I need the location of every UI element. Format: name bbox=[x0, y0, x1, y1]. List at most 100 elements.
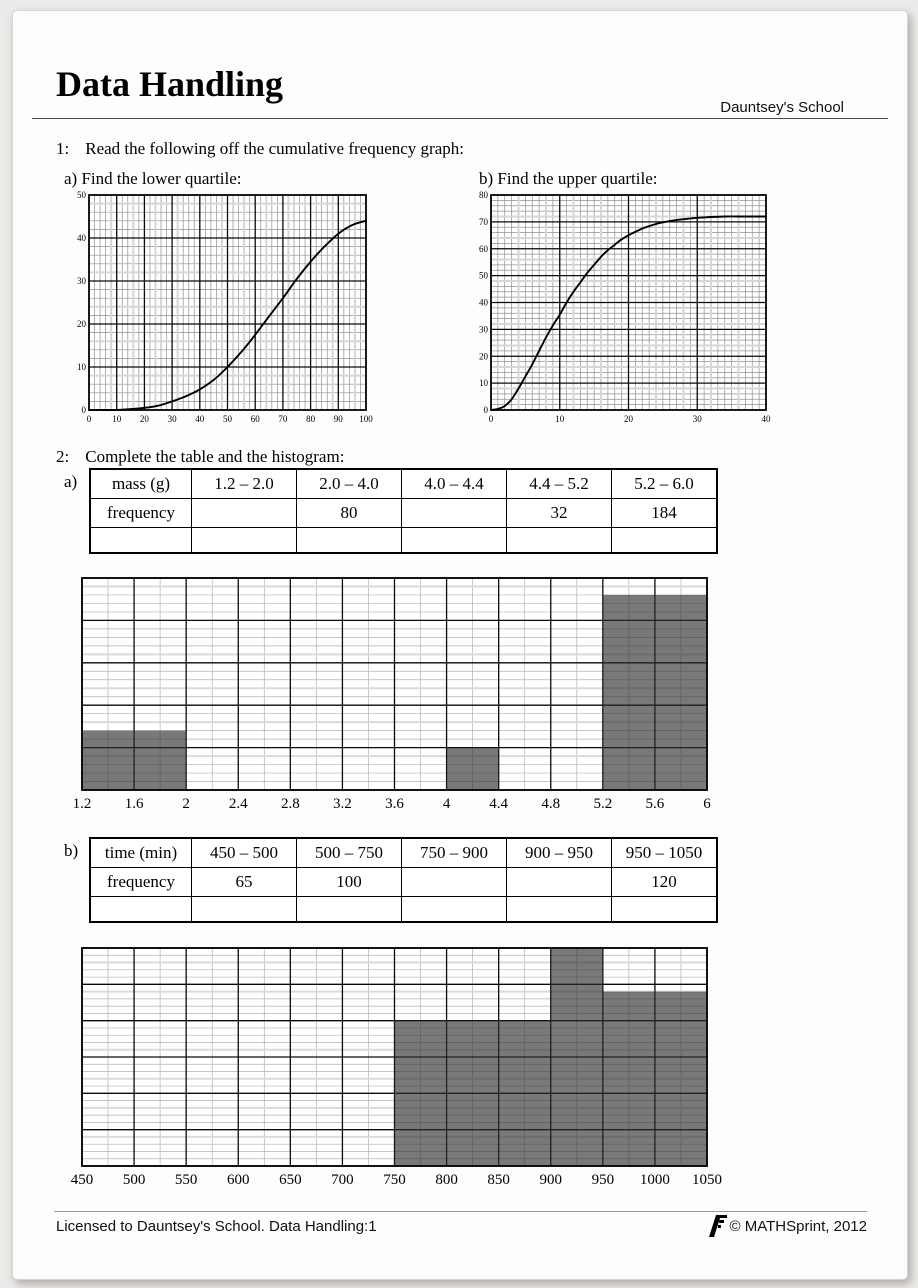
table-cell bbox=[296, 527, 402, 554]
svg-text:80: 80 bbox=[479, 190, 489, 200]
svg-text:5.2: 5.2 bbox=[593, 796, 612, 812]
table-header-cell: 500 – 750 bbox=[296, 837, 402, 868]
license-text: Licensed to Dauntsey's School. Data Hand… bbox=[56, 1218, 377, 1235]
question-1-prompt: Read the following off the cumulative fr… bbox=[85, 139, 464, 158]
table-row bbox=[89, 527, 718, 554]
cumulative-frequency-graph-b: 0 10 20 30 40 0 10 20 30 40 50 60 70 80 bbox=[479, 190, 772, 424]
table-header-cell: 2.0 – 4.0 bbox=[296, 468, 402, 499]
footer-right: © MATHSprint, 2012 bbox=[708, 1214, 868, 1238]
svg-text:0: 0 bbox=[489, 414, 494, 424]
svg-text:1000: 1000 bbox=[640, 1172, 670, 1188]
cumulative-frequency-graph-a: 0 10 20 30 40 50 60 70 80 90 100 0 10 20 30 40 50 bbox=[77, 190, 373, 424]
table-cell bbox=[191, 498, 297, 528]
svg-text:30: 30 bbox=[77, 276, 87, 286]
worksheet-page: Data Handling Dauntsey's School 1: Read t… bbox=[12, 10, 908, 1280]
svg-text:500: 500 bbox=[123, 1172, 146, 1188]
svg-text:0: 0 bbox=[87, 414, 92, 424]
mathsprint-logo-icon bbox=[708, 1215, 727, 1237]
question-1: 1: Read the following off the cumulative … bbox=[56, 139, 464, 159]
svg-text:650: 650 bbox=[279, 1172, 302, 1188]
svg-text:50: 50 bbox=[479, 271, 489, 281]
svg-text:20: 20 bbox=[479, 351, 489, 361]
svg-text:450: 450 bbox=[71, 1172, 94, 1188]
svg-text:40: 40 bbox=[762, 414, 772, 424]
footer-rule bbox=[54, 1211, 867, 1212]
table-cell bbox=[401, 498, 507, 528]
svg-text:60: 60 bbox=[479, 244, 489, 254]
table-row bbox=[89, 896, 718, 923]
page-title: Data Handling bbox=[56, 64, 284, 104]
svg-text:5.6: 5.6 bbox=[646, 796, 665, 812]
svg-text:20: 20 bbox=[140, 414, 150, 424]
question-2-number: 2: bbox=[56, 447, 70, 466]
svg-text:550: 550 bbox=[175, 1172, 198, 1188]
svg-text:3.6: 3.6 bbox=[385, 796, 404, 812]
table-header-cell: 900 – 950 bbox=[506, 837, 612, 868]
svg-text:950: 950 bbox=[592, 1172, 615, 1188]
table-header-cell: mass (g) bbox=[89, 468, 192, 499]
question-2-prompt: Complete the table and the histogram: bbox=[85, 447, 345, 466]
header-rule bbox=[32, 118, 888, 119]
svg-text:40: 40 bbox=[195, 414, 205, 424]
svg-text:40: 40 bbox=[479, 298, 489, 308]
table-cell bbox=[506, 896, 612, 923]
table-row: time (min) 450 – 500 500 – 750 750 – 900 900… bbox=[89, 837, 718, 868]
svg-text:0: 0 bbox=[484, 405, 489, 415]
table-cell bbox=[611, 527, 718, 554]
table-cell bbox=[191, 527, 297, 554]
svg-text:70: 70 bbox=[479, 217, 489, 227]
svg-text:750: 750 bbox=[383, 1172, 406, 1188]
svg-text:1050: 1050 bbox=[692, 1172, 722, 1188]
table-cell: 32 bbox=[506, 498, 612, 528]
svg-text:30: 30 bbox=[479, 324, 489, 334]
svg-text:3.2: 3.2 bbox=[333, 796, 352, 812]
svg-text:0: 0 bbox=[82, 405, 87, 415]
table-cell bbox=[89, 527, 192, 554]
svg-text:2.8: 2.8 bbox=[281, 796, 300, 812]
table-header-cell: 950 – 1050 bbox=[611, 837, 718, 868]
table-cell: frequency bbox=[89, 867, 192, 897]
svg-text:4.8: 4.8 bbox=[541, 796, 560, 812]
copyright-text: © MATHSprint, 2012 bbox=[729, 1217, 868, 1235]
frequency-table-a: mass (g) 1.2 – 2.0 2.0 – 4.0 4.0 – 4.4 4.4 –… bbox=[89, 468, 718, 554]
table-cell: 80 bbox=[296, 498, 402, 528]
frequency-table-b: time (min) 450 – 500 500 – 750 750 – 900 900… bbox=[89, 837, 718, 923]
part-b-label: b) Find the upper quartile: bbox=[479, 169, 658, 188]
table-header-cell: 750 – 900 bbox=[401, 837, 507, 868]
table-header-cell: 4.0 – 4.4 bbox=[401, 468, 507, 499]
table-row: frequency 80 32 184 bbox=[89, 498, 718, 528]
svg-text:10: 10 bbox=[555, 414, 565, 424]
svg-text:600: 600 bbox=[227, 1172, 250, 1188]
table-cell bbox=[296, 896, 402, 923]
question-2: 2: Complete the table and the histogram: bbox=[56, 447, 344, 467]
table-cell bbox=[401, 896, 507, 923]
table-cell: frequency bbox=[89, 498, 192, 528]
table-row: mass (g) 1.2 – 2.0 2.0 – 4.0 4.0 – 4.4 4.4 –… bbox=[89, 468, 718, 499]
table-cell: 184 bbox=[611, 498, 718, 528]
histogram-a: 1.2 1.6 2 2.4 2.8 3.2 3.6 4 4.4 4.8 5.2 5.6 6 bbox=[73, 577, 711, 812]
school-name: Dauntsey's School bbox=[720, 99, 844, 116]
svg-text:50: 50 bbox=[223, 414, 233, 424]
part-a-marker: a) bbox=[64, 472, 78, 491]
svg-text:30: 30 bbox=[693, 414, 703, 424]
svg-text:850: 850 bbox=[487, 1172, 510, 1188]
svg-text:90: 90 bbox=[334, 414, 344, 424]
svg-text:100: 100 bbox=[359, 414, 373, 424]
svg-text:700: 700 bbox=[331, 1172, 354, 1188]
svg-text:4.4: 4.4 bbox=[489, 796, 508, 812]
svg-text:10: 10 bbox=[112, 414, 122, 424]
table-header-cell: 450 – 500 bbox=[191, 837, 297, 868]
svg-text:40: 40 bbox=[77, 233, 87, 243]
table-cell bbox=[401, 867, 507, 897]
table-cell bbox=[191, 896, 297, 923]
table-header-cell: 4.4 – 5.2 bbox=[506, 468, 612, 499]
table-cell bbox=[506, 867, 612, 897]
svg-text:6: 6 bbox=[703, 796, 711, 812]
table-header-cell: 5.2 – 6.0 bbox=[611, 468, 718, 499]
part-b-marker: b) bbox=[64, 841, 79, 860]
svg-text:10: 10 bbox=[77, 362, 87, 372]
svg-text:1.2: 1.2 bbox=[73, 796, 92, 812]
table-header-cell: time (min) bbox=[89, 837, 192, 868]
table-row: frequency 65 100 120 bbox=[89, 867, 718, 897]
